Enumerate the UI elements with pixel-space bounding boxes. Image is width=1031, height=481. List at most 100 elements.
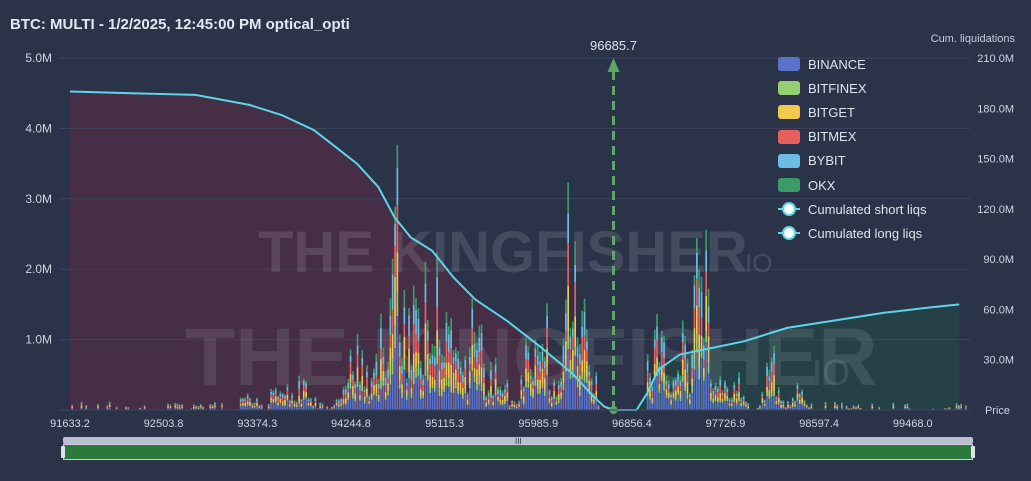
bar-segment-bitmex [803,402,806,404]
bar-segment-bybit [445,322,448,342]
bar-segment-bybit [724,382,726,389]
bar-segment-binance [506,401,509,410]
bar-segment-okx [279,391,282,394]
bar-segment-bitget [852,407,855,409]
bar-segment-okx [569,327,572,337]
bar-segment-okx [169,404,172,406]
legend-item-binance[interactable]: BINANCE [778,52,927,76]
bar-segment-bitmex [415,333,417,352]
bar-segment-bybit [333,405,335,407]
bar-segment-okx [293,400,296,402]
bar-segment-binance [408,377,410,410]
bar-segment-bitmex [572,336,574,350]
bar-segment-bitmex [319,404,321,407]
bar-segment-bitget [244,402,247,406]
range-navigator[interactable] [63,444,973,460]
bar-segment-bitget [768,390,771,397]
bar-segment-bybit [534,348,537,357]
bar-segment-bybit [768,376,771,381]
bar-segment-bitfinex [712,401,715,404]
bar-segment-bitget [555,401,558,405]
bar-segment-binance [550,407,553,410]
bar-segment-bybit [239,399,242,402]
bar-segment-binance [256,406,258,410]
legend-item-cumulated-long[interactable]: Cumulated long liqs [778,221,927,245]
bar-segment-bitget [445,362,448,376]
bar-segment-bitmex [784,407,787,409]
bar-segment-bybit [567,213,569,244]
bar-segment-bitget [906,406,909,408]
bar-segment-okx [373,368,375,373]
bar-segment-binance [391,374,394,410]
bar-segment-bitfinex [293,405,296,407]
bar-segment-bybit [803,401,806,403]
bar-segment-okx [852,405,855,406]
bar-segment-binance [462,398,464,410]
bar-segment-binance [574,355,576,410]
bar-segment-bybit [681,332,684,342]
bar-segment-bitfinex [707,362,710,374]
bar-segment-bybit [302,380,305,386]
bar-segment-bitmex [513,403,516,405]
bar-segment-bitmex [955,405,958,406]
bar-segment-bitget [469,371,471,384]
bar-segment-bitget [534,365,537,378]
navigator-left-handle[interactable] [61,446,65,458]
bar-segment-bitfinex [768,396,771,399]
bar-segment-bitget [305,391,307,397]
bar-segment-okx [452,349,455,358]
bar-segment-bybit [522,388,525,392]
legend-label: BITFINEX [808,80,867,96]
bar-segment-bitget [356,367,359,380]
bar-segment-bitget [763,403,766,406]
bar-segment-binance [448,386,450,410]
navigator-right-handle[interactable] [971,446,975,458]
bar-segment-bitmex [588,375,591,381]
legend-item-bybit[interactable]: BYBIT [778,149,927,173]
legend-item-cumulated-short[interactable]: Cumulated short liqs [778,197,927,221]
scrollbar-grip[interactable]: III [515,437,522,446]
scrollbar-track[interactable] [63,437,973,444]
bar-segment-binance [246,405,249,410]
bar-segment-binance [515,408,518,410]
bar-segment-bitget [272,398,275,402]
bar-segment-bybit [279,393,282,396]
bar-segment-bitget [312,407,314,409]
bar-segment-bitfinex [338,405,340,407]
bar-segment-bybit [597,405,600,407]
bar-segment-okx [761,391,764,394]
bar-segment-bitmex [288,402,291,405]
bar-segment-bitget [740,403,743,406]
bar-segment-bybit [270,391,272,395]
bar-segment-binance [291,403,293,410]
bar-segment-bitget [581,360,583,373]
bar-segment-bitget [314,402,317,406]
bar-segment-bybit [426,330,429,341]
bar-segment-binance [384,399,387,410]
bar-segment-binance [405,400,408,410]
bar-segment-okx [272,390,275,393]
bar-segment-binance [534,385,537,410]
bar-segment-bitfinex [193,407,195,409]
bar-segment-bitfinex [534,377,537,386]
bar-segment-bitfinex [501,403,504,405]
bar-segment-bitget [181,406,183,408]
bar-segment-bitfinex [485,406,488,407]
bar-segment-binance [312,408,314,410]
bar-segment-bitfinex [717,400,719,403]
bar-segment-okx [506,379,509,384]
bar-segment-bybit [824,402,827,404]
bar-segment-binance [436,364,438,410]
bar-segment-bybit [359,384,361,391]
bar-segment-bitmex [520,384,523,390]
legend-item-bitmex[interactable]: BITMEX [778,125,927,149]
bar-segment-bybit [214,402,216,405]
bar-segment-binance [955,408,958,410]
legend-item-bitfinex[interactable]: BITFINEX [778,76,927,100]
bar-segment-bitfinex [415,366,417,378]
legend-item-okx[interactable]: OKX [778,173,927,197]
bar-segment-binance [674,400,677,410]
bar-segment-bitmex [689,396,691,400]
legend-item-bitget[interactable]: BITGET [778,100,927,124]
bar-segment-bitmex [401,374,403,385]
